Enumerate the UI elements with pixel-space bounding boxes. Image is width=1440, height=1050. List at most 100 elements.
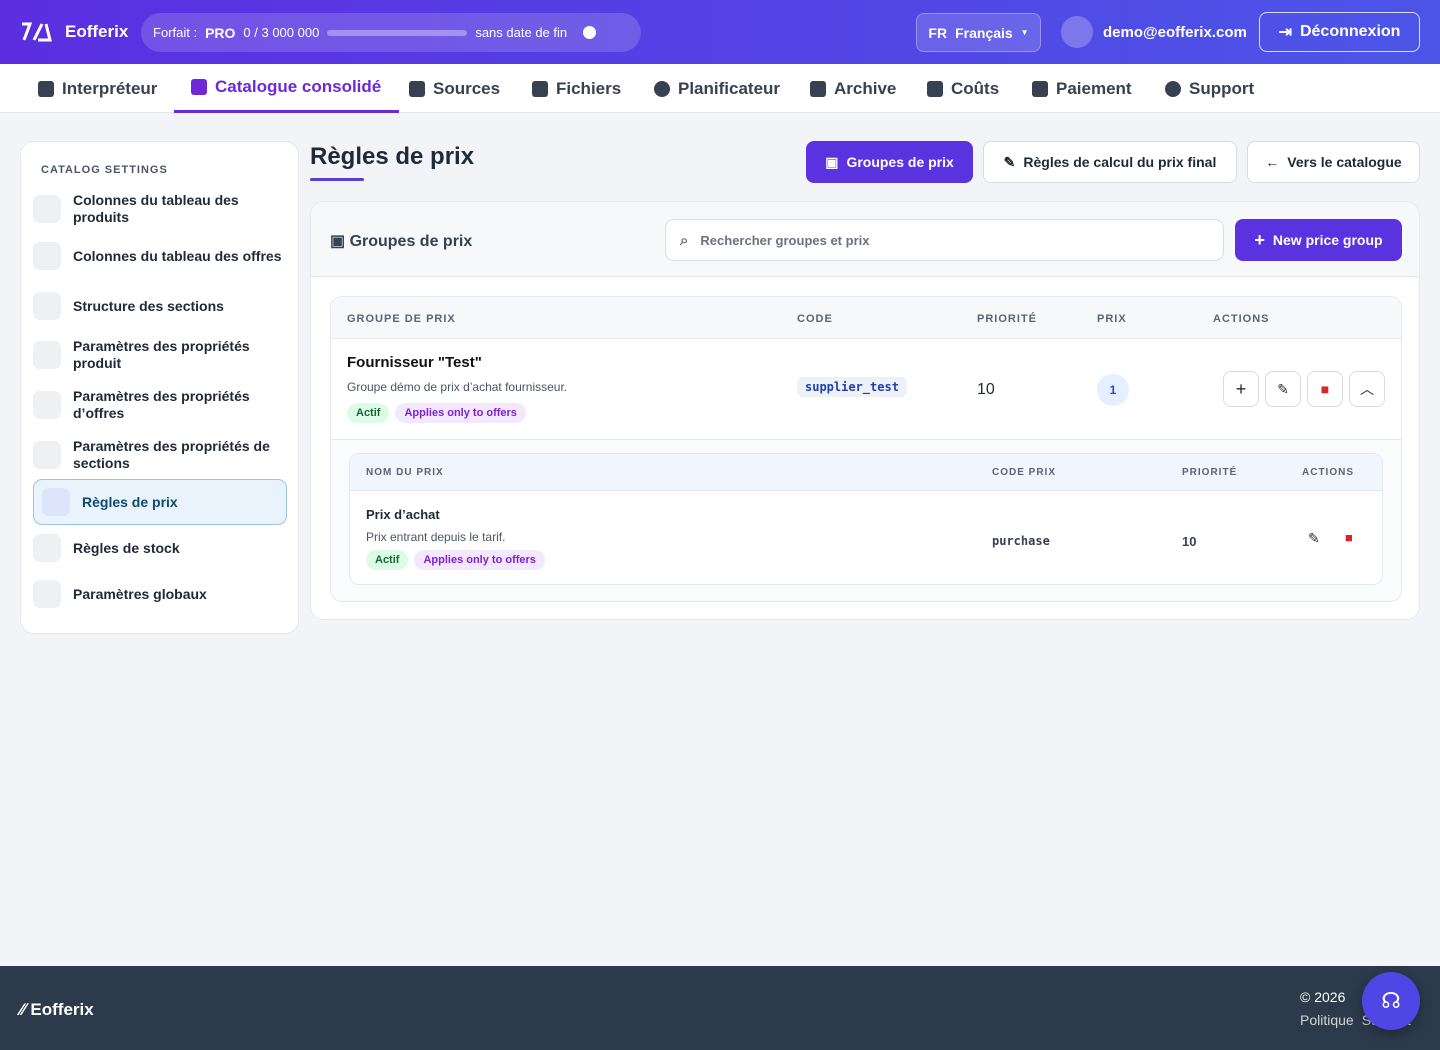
item-label: Colonnes du tableau des produits <box>73 192 239 225</box>
logout-button[interactable]: ⇥ Déconnexion <box>1259 12 1420 52</box>
nav-item[interactable]: Support <box>1165 64 1254 113</box>
logout-label: Déconnexion <box>1299 23 1401 40</box>
group-name: Fournisseur "Test" <box>347 354 482 371</box>
search-input[interactable]: ⌕ Rechercher groupes et prix <box>665 219 1224 261</box>
new-group-label: New price group <box>1272 232 1383 248</box>
panel-title-text: Groupes de prix <box>349 233 473 250</box>
column-header: CODE <box>797 313 833 325</box>
delete-price-button[interactable]: ■ <box>1345 530 1353 545</box>
nav-icon <box>654 80 670 97</box>
nav-item[interactable]: Interpréteur <box>38 64 157 113</box>
item-icon <box>33 580 61 608</box>
price-badges: Actif Applies only to offers <box>366 550 551 570</box>
search-placeholder: Rechercher groupes et prix <box>700 232 870 248</box>
column-header: PRIORITÉ <box>1182 467 1238 478</box>
column-header: NOM DU PRIX <box>366 467 444 478</box>
groups-table: GROUPE DE PRIX CODE PRIORITÉ PRIX ACTION… <box>330 296 1402 602</box>
sidebar-item[interactable]: Paramètres des propriétés d’offres <box>33 388 287 422</box>
sidebar-item[interactable]: Colonnes du tableau des offres <box>33 242 287 270</box>
badge-scope: Applies only to offers <box>395 403 526 423</box>
item-icon <box>33 195 61 223</box>
sidebar-item[interactable]: Règles de stock <box>33 534 287 562</box>
item-label: Règles de prix <box>82 493 178 510</box>
support-chat-button[interactable]: ☊ <box>1362 972 1420 1030</box>
search-icon: ⌕ <box>680 231 689 249</box>
item-icon <box>33 391 61 419</box>
badge-scope: Applies only to offers <box>414 550 545 570</box>
lang: Français <box>955 24 1013 41</box>
price-priority: 10 <box>1182 534 1197 549</box>
tab-icon: ▣ <box>825 153 839 170</box>
price-name: Prix d’achat <box>366 507 440 522</box>
price-code: purchase <box>992 534 1050 548</box>
column-header: PRIX <box>1097 313 1127 325</box>
nav-item[interactable]: Coûts <box>927 64 999 113</box>
column-header: CODE PRIX <box>992 467 1057 478</box>
plan-label: Forfait : <box>153 25 198 40</box>
add-price-button[interactable]: + <box>1223 371 1259 407</box>
nav-label: Support <box>1189 78 1255 98</box>
edit-price-button[interactable]: ✎ <box>1308 530 1320 546</box>
table-header <box>331 297 1401 339</box>
prices-table: NOM DU PRIX CODE PRIX PRIORITÉ ACTIONS P… <box>349 453 1383 585</box>
nav-label: Sources <box>433 78 501 98</box>
page-title: Règles de prix <box>310 143 475 170</box>
column-header: GROUPE DE PRIX <box>347 313 456 325</box>
item-icon <box>33 292 61 320</box>
avatar <box>1061 16 1093 48</box>
item-icon <box>33 242 61 270</box>
caret: ▼ <box>1020 28 1029 37</box>
sidebar: CATALOG SETTINGS Colonnes du tableau des… <box>20 141 299 634</box>
top-bar: Eofferix Forfait : PRO 0 / 3 000 000 san… <box>0 0 1440 64</box>
sidebar-item[interactable]: Paramètres globaux <box>33 580 287 608</box>
sidebar-title: CATALOG SETTINGS <box>41 164 168 176</box>
nav-label: Archive <box>834 78 897 98</box>
item-label: Paramètres des propriétés de sections <box>73 438 270 471</box>
nav-item[interactable]: Fichiers <box>532 64 621 113</box>
nav-label: Coûts <box>951 78 1000 98</box>
column-header: ACTIONS <box>1302 467 1354 478</box>
copyright: © 2026 <box>1300 989 1346 1005</box>
collapse-button[interactable]: ︿ <box>1349 371 1385 407</box>
nav-label: Fichiers <box>556 78 622 98</box>
nav-item[interactable]: Archive <box>810 64 896 113</box>
item-label: Paramètres des propriétés d’offres <box>73 388 250 421</box>
user-email: demo@eofferix.com <box>1103 24 1247 41</box>
nav-label: Interpréteur <box>62 78 158 98</box>
new-group-button[interactable]: + New price group <box>1235 219 1402 261</box>
group-priority: 10 <box>977 381 995 398</box>
price-description: Prix entrant depuis le tarif. <box>366 530 506 544</box>
nav-label: Catalogue consolidé <box>215 77 382 96</box>
sidebar-item[interactable]: Paramètres des propriétés produit <box>33 338 287 372</box>
footer-brand-text: Eofferix <box>30 1000 94 1019</box>
nav-label: Planificateur <box>678 78 781 98</box>
sidebar-item[interactable]: Structure des sections <box>33 292 287 320</box>
nav-label: Paiement <box>1056 78 1132 98</box>
item-label: Structure des sections <box>73 297 224 314</box>
nav-item[interactable]: Paiement <box>1032 64 1132 113</box>
tab-label: Groupes de prix <box>846 154 954 170</box>
panel: ▣ Groupes de prix ⌕ Rechercher groupes et… <box>310 201 1420 620</box>
tab-icon: ✎ <box>1003 153 1016 170</box>
group-badges: Actif Applies only to offers <box>347 403 532 423</box>
edit-group-button[interactable]: ✎ <box>1265 371 1301 407</box>
plus-icon: + <box>1254 229 1265 250</box>
delete-group-button[interactable]: ■ <box>1307 371 1343 407</box>
tab[interactable]: ✎ Règles de calcul du prix final <box>983 141 1237 183</box>
nav-item[interactable]: Planificateur <box>654 64 780 113</box>
tab-active[interactable]: ▣ Groupes de prix <box>806 141 973 183</box>
language-select[interactable]: FR Français ▼ <box>916 13 1041 52</box>
nav-item-active[interactable]: Catalogue consolidé <box>174 64 400 113</box>
group-description: Groupe démo de prix d’achat fournisseur. <box>347 380 568 394</box>
sidebar-item-active[interactable]: Règles de prix <box>33 479 287 525</box>
usage-bar <box>327 29 468 36</box>
sidebar-item[interactable]: Paramètres des propriétés de sections <box>33 438 287 472</box>
item-label: Paramètres des propriétés produit <box>73 338 250 371</box>
tab[interactable]: ← Vers le catalogue <box>1247 141 1420 183</box>
nav-item[interactable]: Sources <box>409 64 500 113</box>
logout-icon: ⇥ <box>1278 24 1292 41</box>
footer: ⁄∕ Eofferix © 2026 PolitiqueSupport ☊ <box>0 966 1440 1050</box>
sidebar-item[interactable]: Colonnes du tableau des produits <box>33 192 287 226</box>
footer-link[interactable]: Politique <box>1300 1012 1354 1028</box>
